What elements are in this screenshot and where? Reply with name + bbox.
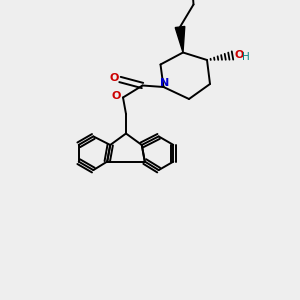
Text: O: O bbox=[112, 91, 121, 101]
Text: O: O bbox=[109, 73, 119, 83]
Text: H: H bbox=[242, 52, 250, 62]
Text: N: N bbox=[160, 78, 169, 88]
Polygon shape bbox=[175, 26, 185, 52]
Text: O: O bbox=[235, 50, 244, 60]
